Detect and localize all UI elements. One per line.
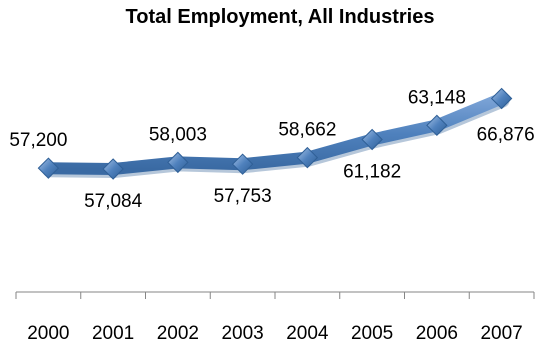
data-point-2006 xyxy=(426,114,448,137)
data-point-2003 xyxy=(231,153,254,175)
data-label-2001: 57,084 xyxy=(84,191,143,212)
data-point-2001 xyxy=(102,158,124,180)
data-label-2002: 58,003 xyxy=(149,124,207,145)
x-axis xyxy=(15,291,535,299)
data-label-2004: 58,662 xyxy=(278,120,336,141)
x-tick-label-2002: 2002 xyxy=(157,323,199,344)
data-labels: 57,200 57,084 58,003 57,753 58,662 61,182 63,1… xyxy=(9,87,534,212)
data-label-2000: 57,200 xyxy=(9,130,67,151)
data-label-2003: 57,753 xyxy=(214,186,272,207)
x-tick-labels: 2000 2001 2002 2003 2004 2005 2006 2007 xyxy=(27,323,523,344)
x-tick-label-2005: 2005 xyxy=(351,323,393,344)
data-label-2006: 63,148 xyxy=(408,87,466,108)
data-point-2000 xyxy=(37,157,60,179)
series-line xyxy=(42,92,508,175)
x-tick-label-2006: 2006 xyxy=(416,323,458,344)
series-employment xyxy=(42,92,510,178)
chart-title: Total Employment, All Industries xyxy=(125,6,435,28)
data-point-2002 xyxy=(167,151,189,174)
data-point-2005 xyxy=(361,128,383,151)
x-tick-label-2007: 2007 xyxy=(480,323,522,344)
data-label-2005: 61,182 xyxy=(343,161,401,182)
data-label-2007: 66,876 xyxy=(477,124,535,145)
x-tick-label-2003: 2003 xyxy=(221,323,263,344)
x-tick-label-2000: 2000 xyxy=(27,323,69,344)
markers xyxy=(37,87,513,180)
data-point-2004 xyxy=(296,146,319,169)
data-point-2007 xyxy=(490,87,513,110)
x-tick-label-2004: 2004 xyxy=(286,323,329,344)
x-tick-label-2001: 2001 xyxy=(92,323,134,344)
